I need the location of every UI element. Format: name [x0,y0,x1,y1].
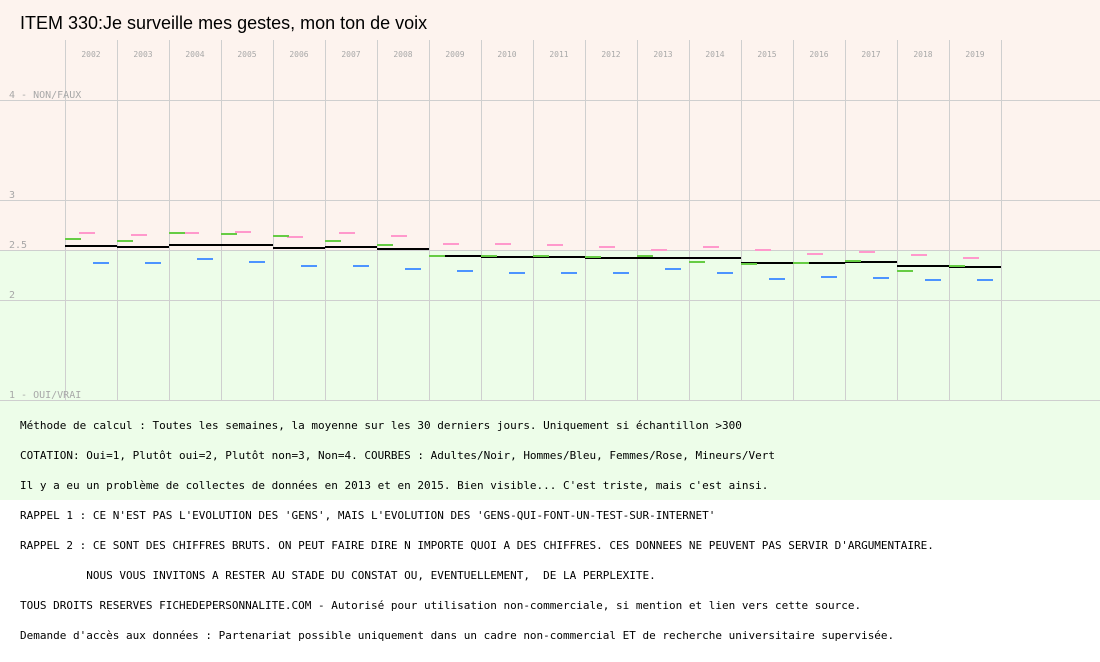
chart-notes: Méthode de calcul : Toutes les semaines,… [20,401,1090,661]
x-tick-label: 2018 [913,50,932,59]
chart-title: ITEM 330:Je surveille mes gestes, mon to… [20,13,427,33]
chart-grid [0,40,1100,401]
x-axis-labels: 2002 2003 2004 2005 2006 2007 2008 2009 2010 2011… [81,50,984,59]
note-line: Il y a eu un problème de collectes de do… [20,479,769,492]
x-tick-label: 2015 [757,50,776,59]
x-tick-label: 2008 [393,50,412,59]
note-line: Méthode de calcul : Toutes les semaines,… [20,419,742,432]
note-line: Demande d'accès aux données : Partenaria… [20,629,895,642]
chart-root: 4 - NON/FAUX 3 2.5 2 1 - OUI/VRAI 2002 2003 20… [0,0,1100,641]
x-tick-label: 2013 [653,50,672,59]
x-tick-label: 2009 [445,50,464,59]
band-0 [0,0,1100,250]
x-tick-label: 2017 [861,50,880,59]
x-tick-label: 2010 [497,50,516,59]
note-line: TOUS DROITS RESERVES FICHEDEPERSONNALITE… [20,599,862,612]
note-line: COTATION: Oui=1, Plutôt oui=2, Plutôt no… [20,449,775,462]
y-tick-label: 3 [9,190,15,201]
y-tick-label: 1 - OUI/VRAI [9,390,81,401]
y-tick-label: 2.5 [9,240,27,251]
band-1 [0,250,1100,500]
x-tick-label: 2011 [549,50,568,59]
y-axis-labels: 4 - NON/FAUX 3 2.5 2 1 - OUI/VRAI [9,90,81,401]
x-tick-label: 2007 [341,50,360,59]
x-tick-label: 2014 [705,50,724,59]
x-tick-label: 2019 [965,50,984,59]
note-line: NOUS VOUS INVITONS A RESTER AU STADE DU … [20,569,656,582]
note-line: RAPPEL 1 : CE N'EST PAS L'EVOLUTION DES … [20,509,716,522]
y-tick-label: 2 [9,290,15,301]
x-tick-label: 2003 [133,50,152,59]
x-tick-label: 2004 [185,50,204,59]
x-tick-label: 2006 [289,50,308,59]
note-line: RAPPEL 2 : CE SONT DES CHIFFRES BRUTS. O… [20,539,934,552]
chart-marks [65,231,1001,281]
x-tick-label: 2016 [809,50,828,59]
x-tick-label: 2005 [237,50,256,59]
x-tick-label: 2002 [81,50,100,59]
y-tick-label: 4 - NON/FAUX [9,90,81,101]
chart-bands [0,0,1100,500]
x-tick-label: 2012 [601,50,620,59]
